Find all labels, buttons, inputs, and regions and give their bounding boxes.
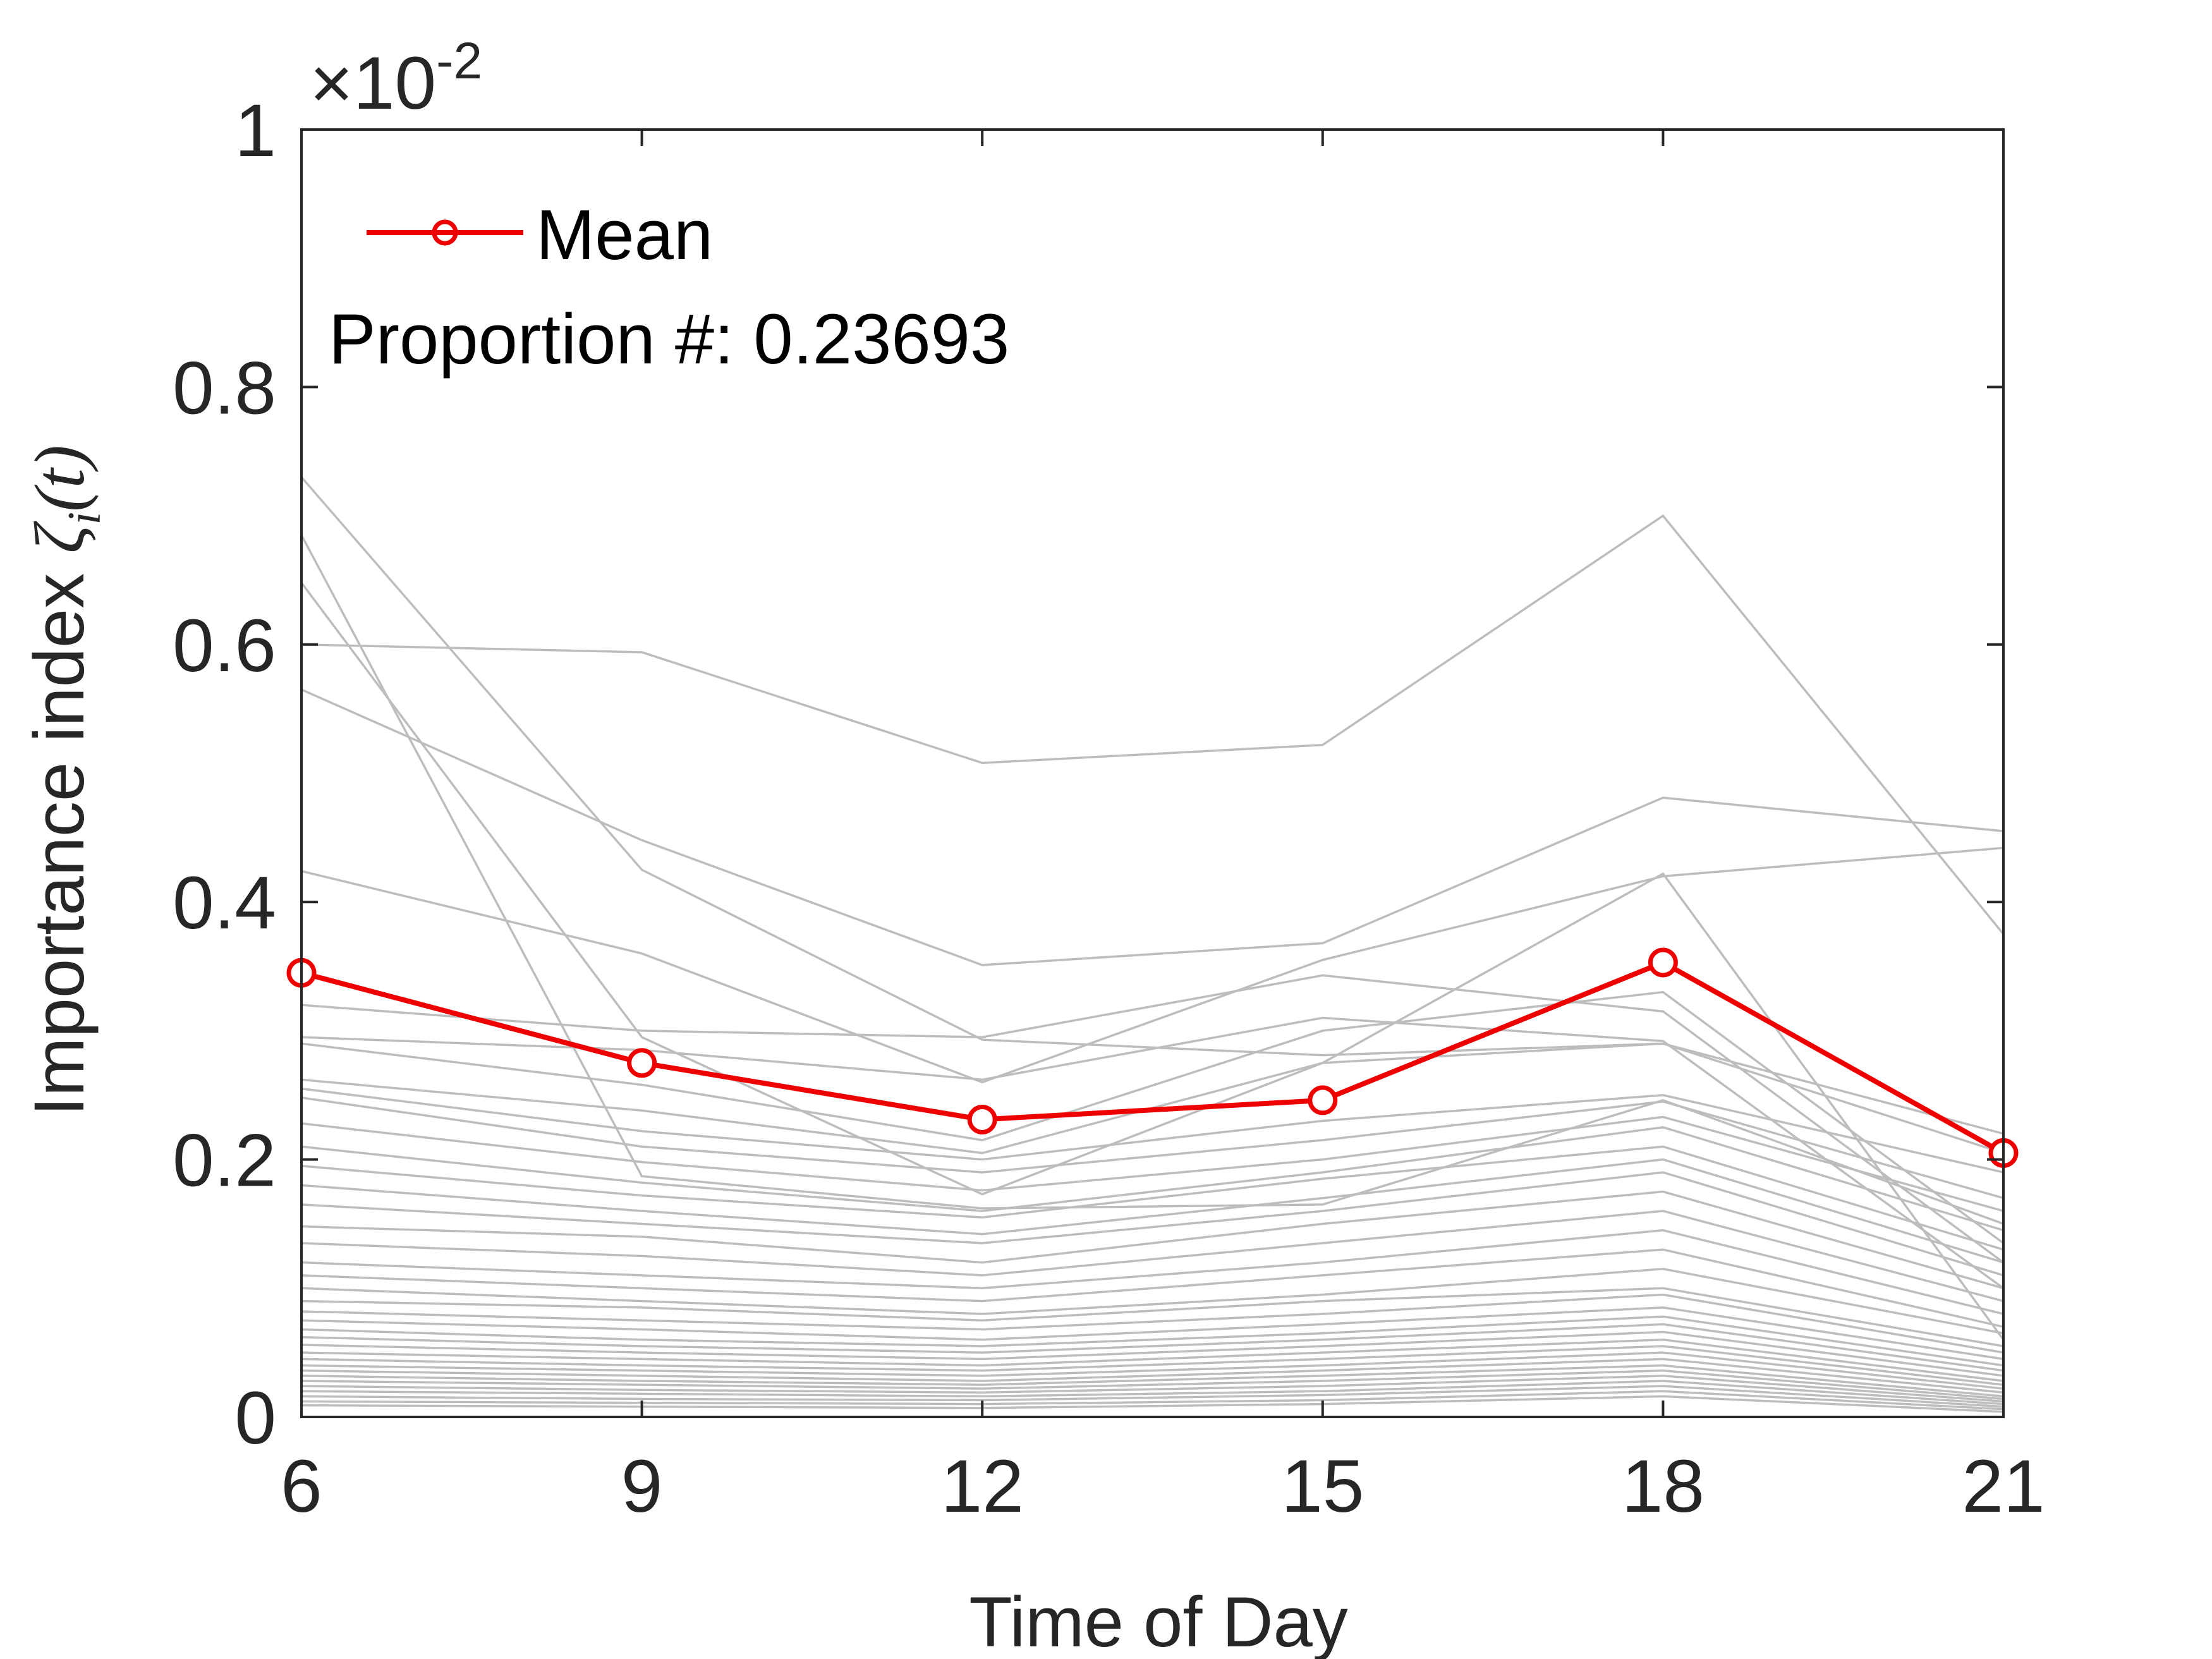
plot-area-frame [300, 128, 2005, 1418]
individual-line-3 [300, 581, 2005, 1340]
mean-line [300, 959, 2005, 1155]
individual-line-33 [301, 1364, 2004, 1398]
individual-line-24 [301, 1293, 2004, 1354]
x-tick-label: 15 [1281, 1445, 1364, 1528]
y-tick-label: 0.8 [173, 346, 276, 430]
individual-line-14 [301, 1126, 2004, 1232]
y-tick-label: 0.4 [173, 861, 276, 945]
x-tick-label: 21 [1962, 1445, 2045, 1528]
y-tick-label: 0 [234, 1376, 276, 1460]
mean-series-group [286, 947, 2019, 1168]
y-tick-label: 0.6 [173, 604, 276, 688]
individual-line-5 [301, 688, 2004, 966]
individual-line-39 [301, 1395, 2004, 1413]
individual-line-26 [301, 1315, 2004, 1367]
x-tick-label: 12 [941, 1445, 1024, 1528]
individual-line-27 [301, 1323, 2004, 1372]
individual-line-11 [301, 1087, 2004, 1174]
individual-line-30 [301, 1345, 2004, 1386]
mean-marker-18 [1648, 947, 1678, 978]
individual-line-9 [301, 990, 2005, 1244]
individual-line-12 [301, 1097, 2004, 1200]
individual-line-36 [301, 1380, 2004, 1406]
individual-line-34 [301, 1369, 2004, 1401]
individual-line-15 [301, 1145, 2004, 1251]
individual-line-2 [300, 534, 2004, 1225]
mean-marker-15 [1308, 1085, 1338, 1115]
individual-line-18 [301, 1190, 2004, 1289]
individual-line-6 [301, 846, 2004, 1084]
legend-marker-swatch [432, 219, 458, 246]
x-tick-label: 18 [1622, 1445, 1705, 1528]
x-tick-label: 6 [281, 1445, 322, 1528]
individual-line-31 [301, 1351, 2004, 1390]
individual-line-32 [301, 1358, 2004, 1394]
individual-line-7 [301, 974, 2005, 1263]
individual-line-25 [301, 1306, 2004, 1361]
individual-line-20 [301, 1229, 2004, 1315]
exponent-label: ×10-2 [310, 32, 482, 125]
individual-line-35 [301, 1375, 2004, 1403]
individual-line-28 [301, 1330, 2004, 1377]
individual-line-13 [301, 1115, 2004, 1212]
mean-marker-9 [627, 1048, 657, 1078]
individual-line-38 [301, 1390, 2004, 1411]
individual-line-10 [301, 1042, 2004, 1155]
individual-line-16 [301, 1158, 2004, 1264]
axis-ticks [300, 128, 2005, 1418]
y-axis-title: Importance index ζi(t) [20, 445, 111, 1116]
individual-line-4 [301, 514, 2005, 935]
x-tick-label: 9 [621, 1445, 663, 1528]
mean-marker-12 [967, 1104, 997, 1134]
y-tick-label: 1 [234, 89, 276, 173]
proportion-annotation: Proportion #: 0.23693 [329, 300, 1009, 379]
tick-labels: 6 9 12 15 18 21 0 0.2 0.4 0.6 0.8 1 [173, 89, 2045, 1528]
individual-line-19 [301, 1210, 2004, 1303]
legend-label: Mean [536, 195, 713, 274]
individual-line-22 [301, 1267, 2004, 1335]
individual-line-37 [301, 1385, 2004, 1408]
y-tick-label: 0.2 [173, 1119, 276, 1203]
legend: Mean [367, 195, 713, 274]
individual-line-29 [301, 1339, 2004, 1382]
x-axis-title: Time of Day [969, 1583, 1348, 1659]
individual-line-17 [301, 1171, 2004, 1277]
individual-series-group [300, 476, 2005, 1413]
individual-line-21 [301, 1248, 2004, 1328]
individual-line-23 [301, 1287, 2004, 1347]
individual-line-1 [300, 476, 2004, 1155]
